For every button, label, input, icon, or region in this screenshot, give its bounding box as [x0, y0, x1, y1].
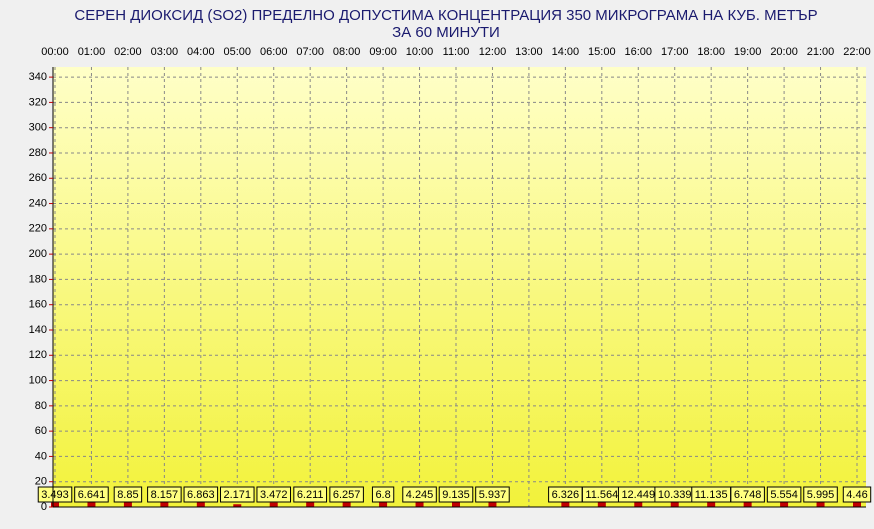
bar — [196, 498, 205, 507]
value-label: 12.449 — [621, 489, 655, 501]
value-label: 6.863 — [187, 489, 215, 501]
value-label: 8.157 — [151, 489, 179, 501]
value-label-box — [842, 486, 872, 503]
value-label: 2.171 — [224, 489, 252, 501]
x-tick-label: 04:00 — [187, 46, 215, 58]
y-tick-label: 140 — [29, 324, 47, 336]
y-tick-label: 60 — [35, 425, 47, 437]
bar — [87, 498, 96, 507]
value-label-box — [293, 486, 328, 503]
value-label-box — [113, 486, 143, 503]
x-tick-label: 05:00 — [224, 46, 252, 58]
value-label: 5.937 — [479, 489, 507, 501]
chart-title: СЕРЕН ДИОКСИД (SO2) ПРЕДЕЛНО ДОПУСТИМА К… — [74, 7, 817, 24]
bar — [415, 501, 424, 507]
x-tick-label: 12:00 — [479, 46, 507, 58]
bar — [853, 501, 861, 507]
value-label: 10.339 — [658, 489, 692, 501]
bar — [51, 502, 59, 507]
x-tick-label: 01:00 — [78, 46, 106, 58]
bar — [780, 499, 789, 507]
value-label-box — [438, 486, 474, 503]
value-label-box — [37, 486, 73, 503]
value-label-box — [183, 486, 219, 503]
x-tick-label: 02:00 — [114, 46, 142, 58]
x-tick-label: 15:00 — [588, 46, 616, 58]
value-label: 9.135 — [442, 489, 470, 501]
value-label: 6.8 — [375, 489, 390, 501]
y-tick-label: 240 — [29, 197, 47, 209]
x-tick-label: 20:00 — [770, 46, 798, 58]
x-tick-label: 13:00 — [515, 46, 543, 58]
x-tick-label: 07:00 — [296, 46, 324, 58]
y-tick-label: 0 — [41, 501, 47, 513]
y-tick-label: 160 — [29, 299, 47, 311]
y-tick-label: 100 — [29, 374, 47, 386]
value-label-box — [402, 486, 437, 503]
value-label: 4.245 — [406, 489, 434, 501]
value-label: 11.564 — [585, 489, 618, 501]
value-label: 4.46 — [846, 489, 867, 501]
x-tick-label: 00:00 — [41, 46, 69, 58]
value-label-box — [74, 486, 109, 503]
x-tick-label: 21:00 — [807, 46, 835, 58]
value-label: 6.326 — [552, 489, 580, 501]
value-label: 6.257 — [333, 489, 361, 501]
value-label: 6.641 — [78, 489, 106, 501]
x-tick-label: 03:00 — [151, 46, 179, 58]
y-tick-label: 200 — [29, 248, 47, 260]
bar — [816, 499, 825, 507]
value-label-box — [256, 486, 291, 503]
value-label-box — [371, 486, 395, 503]
value-label: 3.493 — [41, 489, 69, 501]
y-tick-label: 300 — [29, 122, 47, 134]
bar — [743, 498, 752, 507]
x-tick-label: 19:00 — [734, 46, 762, 58]
value-label: 3.472 — [260, 489, 288, 501]
x-tick-label: 08:00 — [333, 46, 361, 58]
y-tick-label: 20 — [35, 476, 47, 488]
y-tick-label: 320 — [29, 96, 47, 108]
bar — [561, 499, 570, 507]
value-label-box — [730, 486, 765, 503]
value-label: 6.211 — [297, 489, 324, 501]
value-label-box — [803, 486, 838, 503]
value-label: 8.85 — [117, 489, 138, 501]
value-label-box — [475, 486, 510, 503]
y-tick-label: 280 — [29, 147, 47, 159]
value-label-box — [147, 486, 182, 503]
y-tick-label: 40 — [35, 450, 47, 462]
value-label: 11.135 — [695, 489, 728, 501]
x-tick-label: 16:00 — [625, 46, 653, 58]
bar — [233, 504, 242, 507]
bar — [488, 499, 497, 507]
y-tick-label: 180 — [29, 273, 47, 285]
x-tick-label: 09:00 — [369, 46, 397, 58]
y-tick-label: 80 — [35, 400, 47, 412]
value-label-box — [766, 486, 802, 503]
bar — [269, 502, 278, 507]
y-tick-label: 120 — [29, 349, 47, 361]
value-label: 5.995 — [807, 489, 835, 501]
bar — [342, 499, 351, 507]
y-tick-label: 260 — [29, 172, 47, 184]
y-tick-label: 220 — [29, 223, 47, 235]
x-tick-label: 22:00 — [843, 46, 871, 58]
chart-subtitle: ЗА 60 МИНУТИ — [392, 24, 500, 41]
x-tick-label: 14:00 — [552, 46, 580, 58]
x-tick-label: 17:00 — [661, 46, 689, 58]
plot-area — [53, 67, 866, 507]
x-tick-label: 18:00 — [697, 46, 725, 58]
x-tick-label: 06:00 — [260, 46, 288, 58]
value-label: 6.748 — [734, 489, 762, 501]
bar — [379, 498, 388, 507]
y-tick-label: 340 — [29, 71, 47, 83]
x-tick-label: 10:00 — [406, 46, 434, 58]
bar — [306, 499, 315, 507]
value-label-box — [329, 486, 364, 503]
value-label-box — [220, 486, 255, 503]
x-tick-label: 11:00 — [443, 46, 470, 58]
value-label: 5.554 — [770, 489, 798, 501]
